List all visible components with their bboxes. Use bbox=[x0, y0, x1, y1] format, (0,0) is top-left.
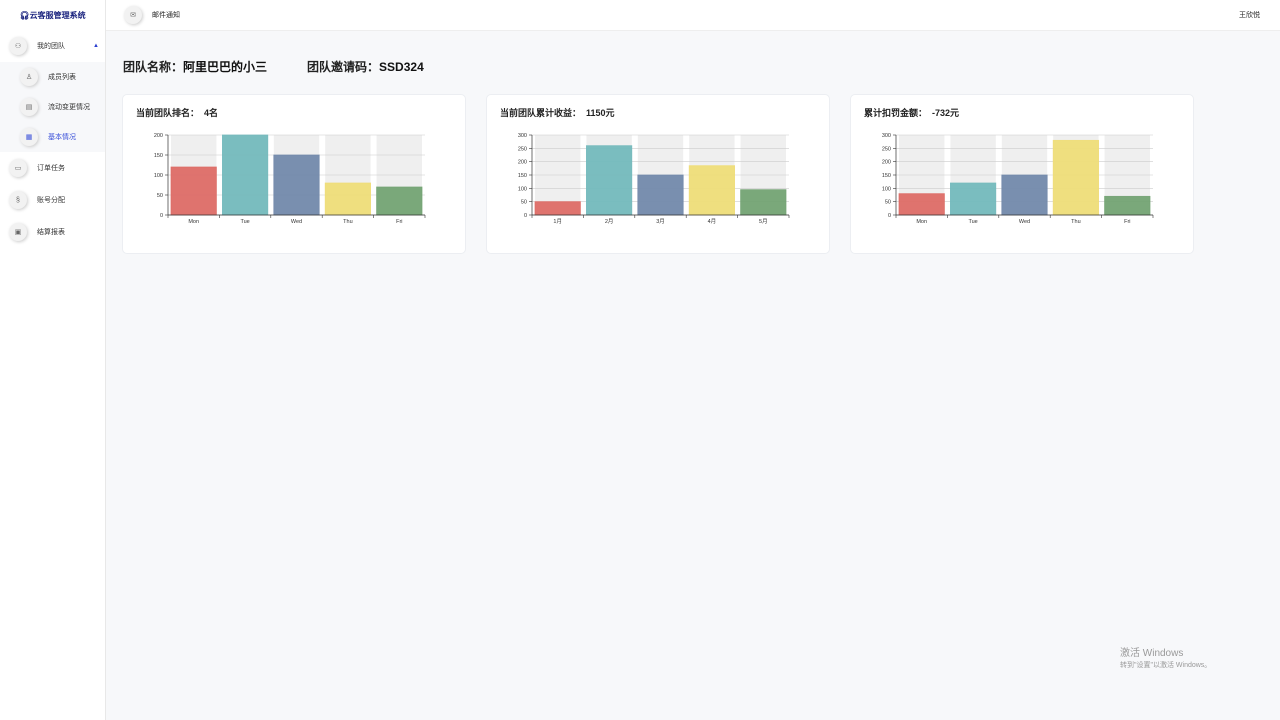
y-tick-label: 50 bbox=[521, 200, 527, 206]
sidebar-item-changes[interactable]: ▤ 流动变更情况 bbox=[0, 92, 105, 122]
caret-up-icon: ▲ bbox=[93, 43, 99, 49]
penalty-card: 累计扣罚金额： -732元 0 50 100 150 200 250 300 Mon Tue We… bbox=[850, 94, 1194, 254]
sidebar-item-reports[interactable]: ▣ 结算报表 bbox=[0, 216, 105, 248]
sidebar-item-label: 成员列表 bbox=[48, 74, 76, 81]
ranking-bar-chart: 0 50 100 150 200 Mon Tue Wed Thu Fri bbox=[154, 133, 426, 225]
member-icon: ♙ bbox=[20, 68, 38, 86]
bar-Wed bbox=[1001, 174, 1048, 216]
y-tick-label: 300 bbox=[518, 133, 527, 139]
sidebar-item-overview[interactable]: ▦ 基本情况 bbox=[0, 122, 105, 152]
bar-1月 bbox=[534, 201, 581, 216]
sidebar-item-label: 我的团队 bbox=[37, 43, 65, 50]
sidebar-item-label: 流动变更情况 bbox=[48, 104, 90, 111]
headset-icon: 🎧︎ bbox=[19, 10, 30, 20]
x-tick-label: 4月 bbox=[708, 218, 717, 225]
top-header: ✉ 邮件通知 王欣悦 bbox=[106, 0, 1280, 31]
revenue-bar-chart: 0 50 100 150 200 250 300 1月 2月 3月 4月 5月 bbox=[518, 133, 790, 225]
y-tick-label: 250 bbox=[518, 146, 527, 152]
y-tick-label: 100 bbox=[882, 186, 891, 192]
ranking-card: 当前团队排名： 4名 0 50 100 150 200 Mon Tue Wed Thu Fri bbox=[122, 94, 466, 254]
x-tick-label: Thu bbox=[343, 219, 352, 225]
y-tick-label: 200 bbox=[154, 133, 163, 139]
x-tick-label: Wed bbox=[1019, 219, 1030, 225]
x-tick-label: Thu bbox=[1071, 219, 1080, 225]
y-tick-label: 250 bbox=[882, 146, 891, 152]
penalty-bar-chart: 0 50 100 150 200 250 300 Mon Tue Wed Thu Fri bbox=[882, 133, 1154, 225]
sidebar-item-member-list[interactable]: ♙ 成员列表 bbox=[0, 62, 105, 92]
bar-Mon bbox=[898, 193, 945, 216]
sidebar-item-label: 结算报表 bbox=[37, 229, 65, 236]
report-icon: ▣ bbox=[9, 223, 27, 241]
x-tick-label: Fri bbox=[1124, 219, 1130, 225]
sidebar-item-label: 账号分配 bbox=[37, 197, 65, 204]
x-tick-label: Mon bbox=[916, 219, 927, 225]
y-tick-label: 150 bbox=[518, 173, 527, 179]
mail-icon[interactable]: ✉ bbox=[124, 6, 142, 24]
sidebar: 🎧︎ 云客服管理系统 ⚇ 我的团队 ▲ ♙ 成员列表 ▤ 流动变更情况 ▦ 基本情况 ▭ 订单… bbox=[0, 0, 106, 720]
document-icon: ▤ bbox=[20, 98, 38, 116]
order-icon: ▭ bbox=[9, 159, 27, 177]
account-icon: § bbox=[9, 191, 27, 209]
watermark-line2: 转到"设置"以激活 Windows。 bbox=[1120, 662, 1212, 669]
y-tick-label: 150 bbox=[154, 153, 163, 159]
team-name-label: 团队名称： bbox=[123, 60, 184, 74]
team-code-value: SSD324 bbox=[379, 60, 424, 74]
y-tick-label: 100 bbox=[154, 173, 163, 179]
x-tick-label: 3月 bbox=[656, 218, 665, 225]
bar-Wed bbox=[273, 154, 320, 216]
bar-Thu bbox=[1052, 139, 1099, 216]
windows-activation-watermark: 激活 Windows 转到"设置"以激活 Windows。 bbox=[1120, 644, 1211, 670]
y-tick-label: 200 bbox=[518, 160, 527, 166]
x-tick-label: Tue bbox=[968, 219, 977, 225]
sidebar-item-accounts[interactable]: § 账号分配 bbox=[0, 184, 105, 216]
sidebar-item-orders[interactable]: ▭ 订单任务 bbox=[0, 152, 105, 184]
y-tick-label: 300 bbox=[882, 133, 891, 139]
y-tick-label: 0 bbox=[888, 213, 891, 219]
sidebar-item-my-team[interactable]: ⚇ 我的团队 ▲ bbox=[0, 30, 105, 62]
team-name-value: 阿里巴巴的小三 bbox=[183, 60, 268, 74]
bar-Tue bbox=[222, 134, 269, 216]
sidebar-item-label: 基本情况 bbox=[48, 134, 76, 141]
x-tick-label: Wed bbox=[291, 219, 302, 225]
bar-Mon bbox=[170, 166, 217, 216]
y-tick-label: 0 bbox=[524, 213, 527, 219]
mail-notification-link[interactable]: 邮件通知 bbox=[152, 12, 180, 19]
y-tick-label: 0 bbox=[160, 213, 163, 219]
dashboard-icon: ▦ bbox=[20, 128, 38, 146]
y-tick-label: 100 bbox=[518, 186, 527, 192]
user-name[interactable]: 王欣悦 bbox=[1239, 12, 1260, 19]
bar-4月 bbox=[688, 165, 735, 216]
y-tick-label: 50 bbox=[885, 200, 891, 206]
bar-Fri bbox=[376, 186, 423, 216]
app-logo: 🎧︎ 云客服管理系统 bbox=[0, 0, 105, 30]
bar-Thu bbox=[324, 182, 371, 216]
bar-3月 bbox=[637, 174, 684, 216]
card-title: 累计扣罚金额： -732元 bbox=[864, 108, 960, 118]
bar-Tue bbox=[950, 182, 997, 216]
team-info: 团队名称：阿里巴巴的小三 团队邀请码：SSD324 bbox=[123, 58, 424, 75]
y-tick-label: 150 bbox=[882, 173, 891, 179]
x-tick-label: 5月 bbox=[759, 218, 768, 225]
bar-2月 bbox=[586, 145, 633, 216]
y-tick-label: 200 bbox=[882, 160, 891, 166]
sidebar-item-label: 订单任务 bbox=[37, 165, 65, 172]
team-name: 团队名称：阿里巴巴的小三 bbox=[123, 58, 267, 75]
y-tick-label: 50 bbox=[157, 193, 163, 199]
x-tick-label: 1月 bbox=[553, 218, 562, 225]
app-title: 云客服管理系统 bbox=[29, 10, 86, 20]
card-title: 当前团队累计收益： 1150元 bbox=[500, 108, 615, 118]
x-tick-label: Mon bbox=[188, 219, 199, 225]
watermark-line1: 激活 Windows bbox=[1120, 648, 1184, 659]
x-tick-label: 2月 bbox=[605, 218, 614, 225]
team-code-label: 团队邀请码： bbox=[307, 60, 380, 74]
bar-5月 bbox=[740, 189, 787, 216]
team-icon: ⚇ bbox=[9, 37, 27, 55]
x-tick-label: Tue bbox=[240, 219, 249, 225]
revenue-card: 当前团队累计收益： 1150元 0 50 100 150 200 250 300 1月 2月 3月… bbox=[486, 94, 830, 254]
bar-Fri bbox=[1104, 195, 1151, 216]
team-code: 团队邀请码：SSD324 bbox=[307, 58, 424, 75]
card-title: 当前团队排名： 4名 bbox=[136, 108, 219, 118]
x-tick-label: Fri bbox=[396, 219, 402, 225]
